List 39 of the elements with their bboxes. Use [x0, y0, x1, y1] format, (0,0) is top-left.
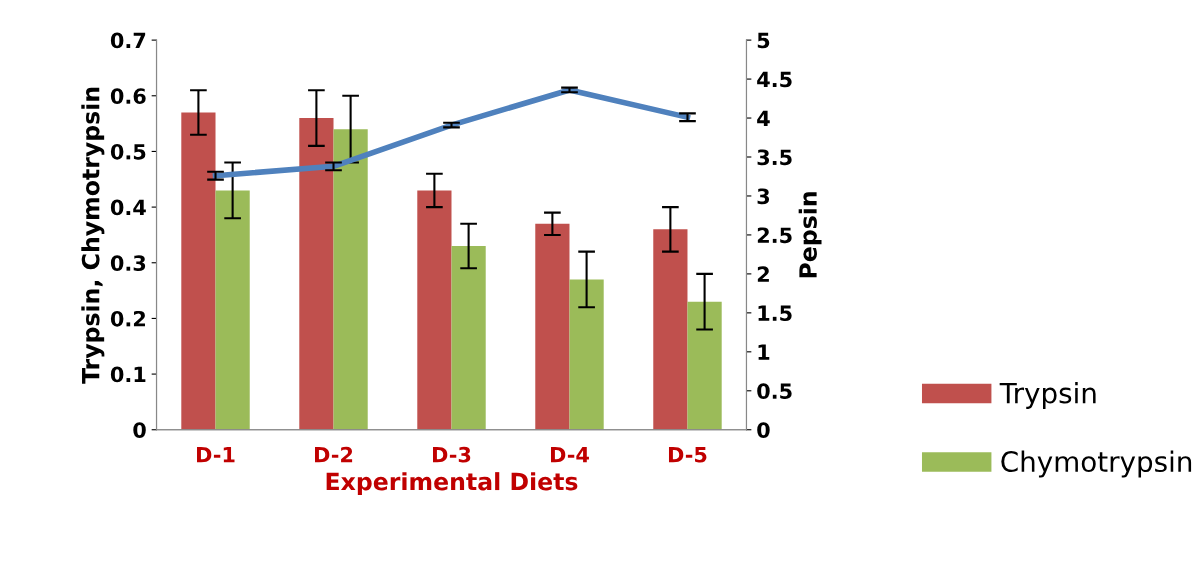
bar	[333, 129, 368, 430]
x-tick-label: D-1	[197, 447, 235, 463]
bar	[687, 301, 722, 430]
y-tick-label: 0.4	[110, 199, 146, 216]
y2-tick-label: 3.5	[757, 149, 792, 166]
y-tick-label: 0.5	[110, 143, 146, 160]
y-tick-label: 0.6	[110, 88, 146, 104]
bar	[181, 112, 216, 430]
y2-tick-label: 2.5	[757, 227, 792, 244]
x-tick-label: D-2	[315, 446, 353, 463]
bar	[653, 229, 688, 430]
x-tick-label: D-3	[433, 446, 471, 463]
legend-label: Trypsin	[999, 382, 1096, 409]
x-tick-label: D-4	[550, 447, 589, 463]
y2-tick-label: 1	[758, 344, 770, 360]
y2-tick-label: 0.5	[757, 383, 792, 399]
x-tick-label: D-5	[668, 447, 707, 463]
bar	[417, 190, 452, 430]
y-tick-label: 0.7	[110, 32, 146, 49]
y-axis-title: Trypsin, Chymotrypsin	[81, 87, 105, 384]
bar	[451, 246, 486, 430]
y2-tick-label: 3	[757, 188, 770, 205]
legend-label: Chymotrypsin	[1001, 450, 1192, 478]
y2-tick-label: 1.5	[758, 305, 792, 322]
y-tick-label: 0.3	[110, 255, 146, 271]
y2-axis-title: Pepsin	[798, 192, 822, 278]
y-tick-label: 0	[133, 422, 146, 438]
y-tick-label: 0.1	[110, 366, 146, 383]
y2-tick-label: 4	[757, 110, 770, 126]
y2-tick-label: 4.5	[757, 71, 792, 88]
y-tick-label: 0.2	[110, 310, 145, 327]
x-axis-title: Experimental Diets	[326, 472, 578, 495]
y2-tick-label: 0	[757, 422, 770, 438]
bar	[569, 279, 604, 430]
bar	[299, 118, 334, 430]
y2-tick-label: 5	[757, 32, 770, 49]
y2-tick-label: 2	[757, 266, 769, 282]
bar	[535, 223, 570, 430]
bar	[215, 190, 250, 430]
